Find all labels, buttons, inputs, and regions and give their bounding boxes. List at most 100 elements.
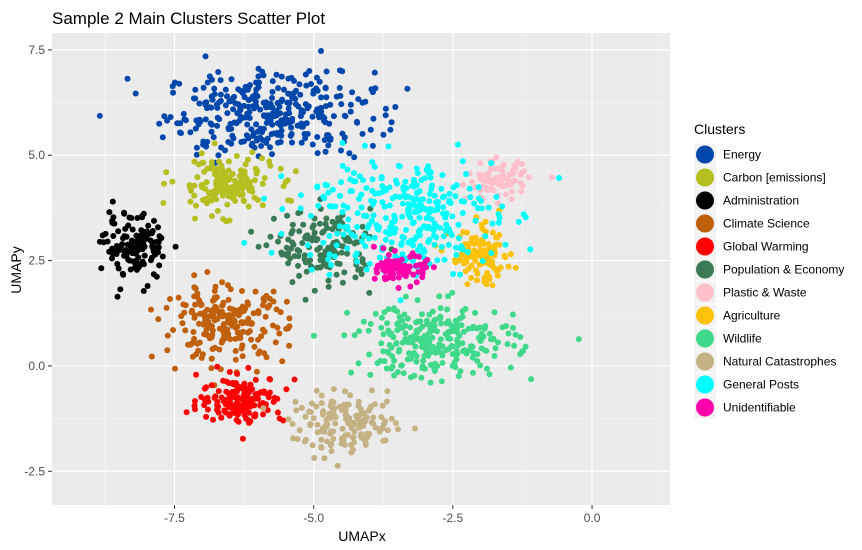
data-point xyxy=(230,106,237,113)
data-point xyxy=(204,269,211,275)
data-point xyxy=(334,230,341,237)
x-axis-ticks: -7.5 -5.0 -2.5 0.0 xyxy=(164,505,601,525)
data-point xyxy=(431,241,438,248)
data-point xyxy=(387,126,394,133)
data-point xyxy=(470,369,476,376)
data-point xyxy=(286,100,293,106)
series-carbon-emissions xyxy=(160,140,299,225)
data-point xyxy=(279,96,286,103)
data-point xyxy=(225,158,232,165)
data-point xyxy=(132,261,139,268)
data-point xyxy=(308,266,315,273)
data-point xyxy=(278,230,285,237)
data-point xyxy=(461,328,467,335)
data-point xyxy=(339,162,346,169)
data-point xyxy=(417,261,423,268)
data-point xyxy=(121,209,127,216)
data-point xyxy=(446,199,452,206)
data-point xyxy=(261,195,268,202)
data-point xyxy=(322,84,329,91)
data-point xyxy=(479,225,486,232)
data-point xyxy=(117,286,124,293)
data-point xyxy=(384,388,391,395)
data-point xyxy=(316,244,323,251)
data-point xyxy=(437,336,444,343)
data-point xyxy=(193,371,200,378)
data-point xyxy=(358,271,365,277)
data-point xyxy=(359,418,366,425)
data-point xyxy=(362,243,369,250)
series-natural-catastrophes xyxy=(260,386,418,469)
data-point xyxy=(385,306,392,313)
data-point xyxy=(325,277,332,284)
data-point xyxy=(339,435,345,442)
data-point xyxy=(413,165,420,172)
data-point xyxy=(379,189,386,196)
data-point xyxy=(455,141,461,148)
data-point xyxy=(457,368,464,375)
data-point xyxy=(249,149,256,156)
data-point xyxy=(348,231,355,238)
data-point xyxy=(211,91,218,98)
data-point xyxy=(344,309,350,316)
data-point xyxy=(478,205,485,212)
data-point xyxy=(222,102,229,109)
data-point xyxy=(426,198,433,205)
data-point xyxy=(271,130,278,137)
data-point xyxy=(477,197,484,204)
data-point xyxy=(443,221,450,228)
data-point xyxy=(314,184,321,191)
data-point xyxy=(228,76,235,83)
data-point xyxy=(454,342,461,349)
data-point xyxy=(325,244,332,251)
data-point xyxy=(319,229,326,236)
data-point xyxy=(258,143,265,149)
data-point xyxy=(276,103,283,110)
data-point xyxy=(217,97,224,104)
data-point xyxy=(192,215,198,222)
data-point xyxy=(386,184,393,191)
data-point xyxy=(285,260,292,267)
data-point xyxy=(326,203,333,209)
data-point xyxy=(448,343,455,349)
data-point xyxy=(326,271,333,278)
data-point xyxy=(380,331,387,338)
data-point xyxy=(466,185,473,192)
data-point xyxy=(245,103,252,110)
data-point xyxy=(239,385,246,392)
data-point xyxy=(457,257,464,264)
data-point xyxy=(399,317,406,324)
data-point xyxy=(505,263,512,270)
legend-key xyxy=(696,329,714,348)
data-point xyxy=(303,120,310,127)
data-point xyxy=(493,154,500,161)
data-point xyxy=(267,162,274,169)
data-point xyxy=(333,271,340,278)
data-point xyxy=(453,356,460,363)
data-point xyxy=(277,309,284,316)
data-point xyxy=(253,368,260,375)
data-point xyxy=(496,241,503,248)
data-point xyxy=(484,365,490,372)
data-point xyxy=(460,181,466,188)
data-point xyxy=(458,243,465,250)
data-point xyxy=(445,293,452,300)
data-point xyxy=(364,224,371,231)
data-point xyxy=(458,251,465,258)
data-point xyxy=(510,178,517,185)
data-point xyxy=(358,204,365,211)
data-point xyxy=(204,79,211,86)
data-point xyxy=(475,184,482,191)
data-point xyxy=(316,78,323,85)
data-point xyxy=(376,428,383,435)
data-point xyxy=(332,420,339,427)
data-point xyxy=(259,137,266,143)
data-point xyxy=(277,165,284,172)
data-point xyxy=(379,402,386,409)
data-point xyxy=(275,238,281,245)
data-point xyxy=(141,252,148,259)
data-point xyxy=(477,160,484,167)
legend-label: Carbon [emissions] xyxy=(723,171,826,185)
data-point xyxy=(224,201,231,208)
data-point xyxy=(350,434,357,441)
